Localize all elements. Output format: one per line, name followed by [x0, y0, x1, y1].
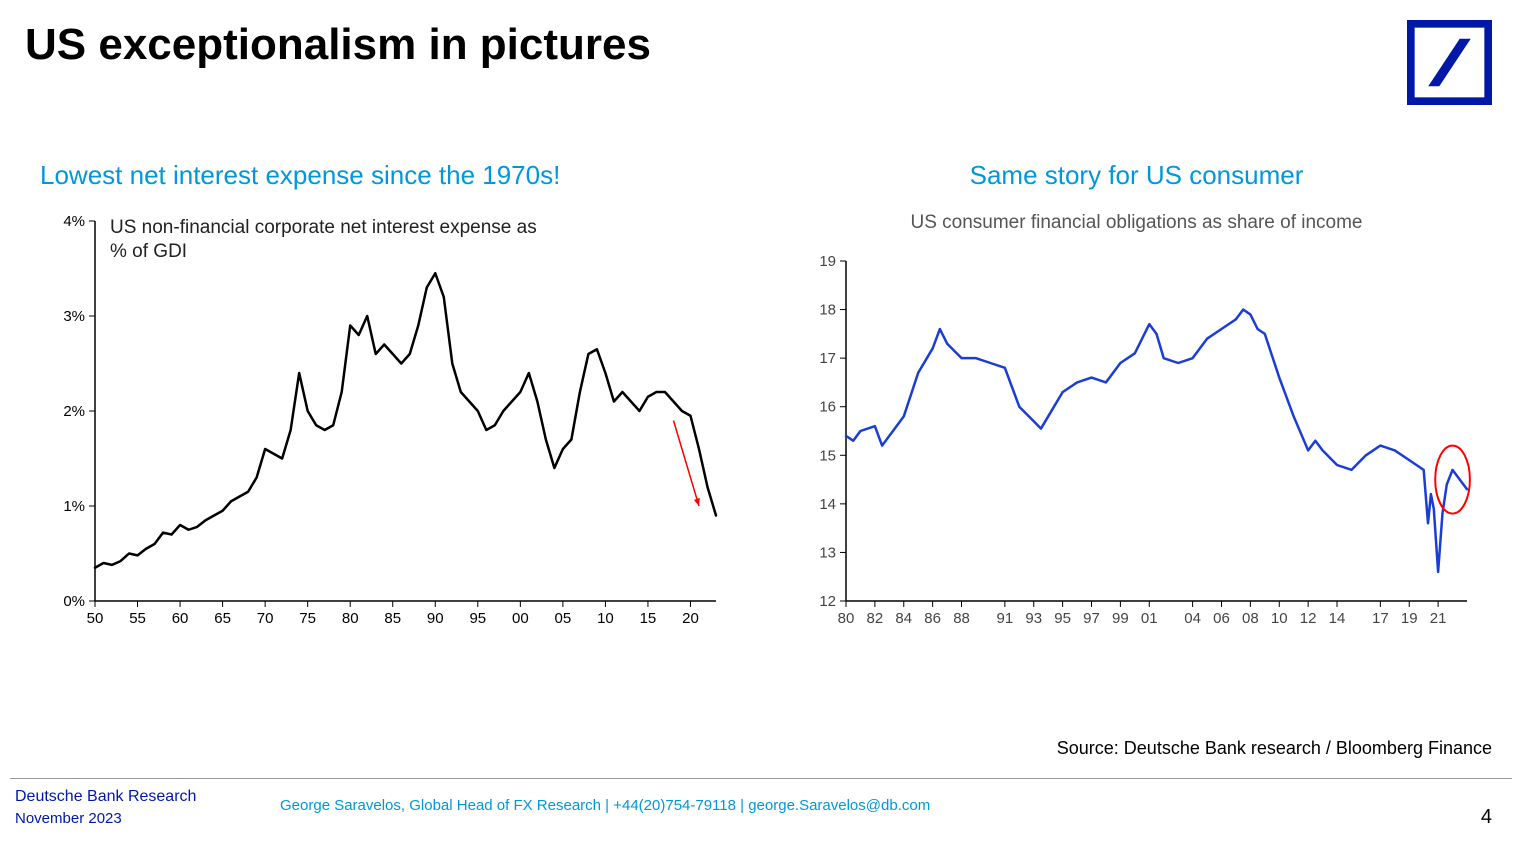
footer-org: Deutsche Bank Research [15, 786, 196, 808]
slide-title: US exceptionalism in pictures [25, 20, 651, 70]
svg-text:3%: 3% [63, 308, 85, 325]
footer-divider [10, 778, 1512, 779]
source-text: Source: Deutsche Bank research / Bloombe… [1057, 738, 1492, 759]
svg-text:17: 17 [1372, 610, 1389, 627]
right-chart-column: Same story for US consumer US consumer f… [791, 160, 1482, 631]
svg-text:20: 20 [682, 610, 699, 627]
svg-text:0%: 0% [63, 593, 85, 610]
svg-text:97: 97 [1083, 610, 1100, 627]
svg-text:19: 19 [1401, 610, 1418, 627]
left-chart-svg: 0% 1% 2% 3% 4% 50 55 60 65 70 75 80 85 90 95 00 05 10 15 20 [40, 211, 731, 631]
svg-text:17: 17 [819, 350, 836, 367]
svg-text:1%: 1% [63, 498, 85, 515]
footer-left: Deutsche Bank Research November 2023 [15, 786, 196, 829]
svg-text:04: 04 [1184, 610, 1201, 627]
svg-text:60: 60 [172, 610, 189, 627]
svg-text:16: 16 [819, 399, 836, 416]
svg-text:4%: 4% [63, 213, 85, 230]
right-chart-heading: Same story for US consumer [791, 160, 1482, 191]
svg-text:12: 12 [1300, 610, 1317, 627]
svg-text:86: 86 [924, 610, 941, 627]
svg-text:05: 05 [555, 610, 572, 627]
svg-text:99: 99 [1112, 610, 1129, 627]
db-logo [1407, 20, 1492, 105]
svg-text:19: 19 [819, 253, 836, 270]
left-chart-heading: Lowest net interest expense since the 19… [40, 160, 731, 191]
svg-text:06: 06 [1213, 610, 1230, 627]
svg-text:84: 84 [895, 610, 912, 627]
left-chart-area: US non-financial corporate net interest … [40, 211, 731, 631]
svg-text:2%: 2% [63, 403, 85, 420]
footer-date: November 2023 [15, 808, 196, 829]
svg-text:88: 88 [953, 610, 970, 627]
svg-text:82: 82 [867, 610, 884, 627]
svg-text:18: 18 [819, 302, 836, 319]
svg-text:14: 14 [1329, 610, 1346, 627]
svg-text:21: 21 [1430, 610, 1447, 627]
svg-text:65: 65 [214, 610, 231, 627]
footer-contact: George Saravelos, Global Head of FX Rese… [280, 797, 930, 814]
right-chart-area: US consumer financial obligations as sha… [791, 211, 1482, 631]
svg-text:50: 50 [87, 610, 104, 627]
svg-text:08: 08 [1242, 610, 1259, 627]
svg-text:15: 15 [819, 447, 836, 464]
svg-text:13: 13 [819, 544, 836, 561]
svg-text:10: 10 [1271, 610, 1288, 627]
svg-text:80: 80 [342, 610, 359, 627]
svg-text:91: 91 [997, 610, 1014, 627]
svg-text:00: 00 [512, 610, 529, 627]
svg-text:70: 70 [257, 610, 274, 627]
svg-text:14: 14 [819, 496, 836, 513]
svg-text:90: 90 [427, 610, 444, 627]
svg-text:95: 95 [469, 610, 486, 627]
svg-text:75: 75 [299, 610, 316, 627]
right-chart-svg: 12 13 14 15 16 17 18 19 80 82 84 86 88 91 93 95 97 99 01 04… [791, 211, 1482, 631]
left-chart-column: Lowest net interest expense since the 19… [40, 160, 731, 631]
svg-text:93: 93 [1025, 610, 1042, 627]
svg-text:01: 01 [1141, 610, 1158, 627]
svg-text:15: 15 [640, 610, 657, 627]
page-number: 4 [1481, 806, 1492, 829]
svg-text:10: 10 [597, 610, 614, 627]
svg-text:80: 80 [838, 610, 855, 627]
svg-text:55: 55 [129, 610, 146, 627]
svg-text:85: 85 [384, 610, 401, 627]
svg-text:95: 95 [1054, 610, 1071, 627]
svg-text:12: 12 [819, 593, 836, 610]
